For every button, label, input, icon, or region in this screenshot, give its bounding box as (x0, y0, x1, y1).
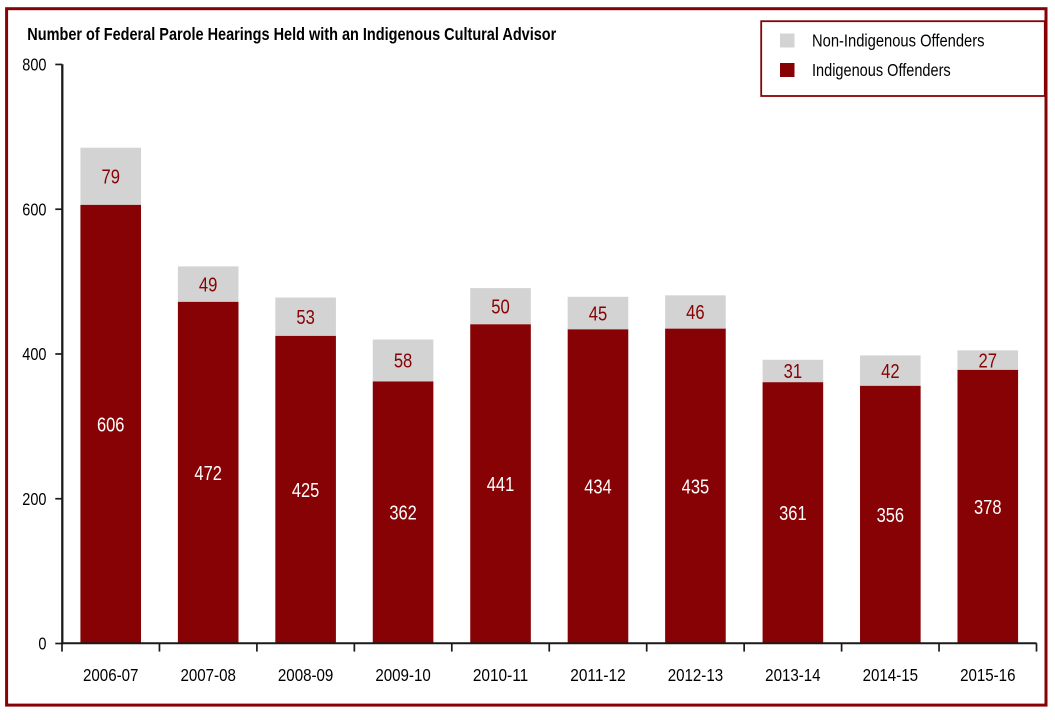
svg-text:2011-12: 2011-12 (570, 665, 625, 685)
svg-text:434: 434 (584, 476, 612, 499)
svg-text:606: 606 (97, 413, 125, 436)
svg-text:Number of Federal Parole Heari: Number of Federal Parole Hearings Held w… (27, 24, 556, 44)
svg-text:378: 378 (974, 496, 1002, 519)
svg-text:800: 800 (22, 55, 46, 75)
svg-text:2006-07: 2006-07 (83, 665, 138, 685)
svg-text:362: 362 (389, 502, 417, 525)
svg-text:53: 53 (296, 306, 315, 329)
svg-text:400: 400 (22, 344, 46, 364)
svg-text:425: 425 (292, 479, 320, 502)
svg-text:2015-16: 2015-16 (960, 665, 1015, 685)
svg-text:472: 472 (194, 462, 222, 485)
svg-text:27: 27 (979, 349, 998, 372)
svg-text:2009-10: 2009-10 (375, 665, 430, 685)
svg-text:441: 441 (487, 473, 515, 496)
svg-text:79: 79 (101, 165, 120, 188)
svg-text:31: 31 (784, 360, 803, 383)
svg-text:435: 435 (682, 475, 710, 498)
svg-text:0: 0 (38, 634, 46, 654)
svg-text:42: 42 (881, 360, 900, 383)
svg-text:2008-09: 2008-09 (278, 665, 333, 685)
svg-text:2012-13: 2012-13 (668, 665, 723, 685)
svg-text:600: 600 (22, 199, 46, 219)
svg-text:356: 356 (877, 504, 905, 527)
svg-text:45: 45 (589, 302, 608, 325)
svg-text:361: 361 (779, 502, 807, 525)
svg-text:50: 50 (491, 295, 510, 318)
svg-text:58: 58 (394, 350, 413, 373)
svg-text:2010-11: 2010-11 (473, 665, 528, 685)
svg-text:46: 46 (686, 301, 705, 324)
svg-text:Non-Indigenous Offenders: Non-Indigenous Offenders (812, 31, 985, 51)
svg-text:49: 49 (199, 273, 218, 296)
svg-text:2013-14: 2013-14 (765, 665, 821, 685)
svg-text:Indigenous Offenders: Indigenous Offenders (812, 60, 951, 80)
svg-text:2014-15: 2014-15 (863, 665, 918, 685)
svg-text:2007-08: 2007-08 (180, 665, 235, 685)
svg-text:200: 200 (22, 489, 46, 509)
